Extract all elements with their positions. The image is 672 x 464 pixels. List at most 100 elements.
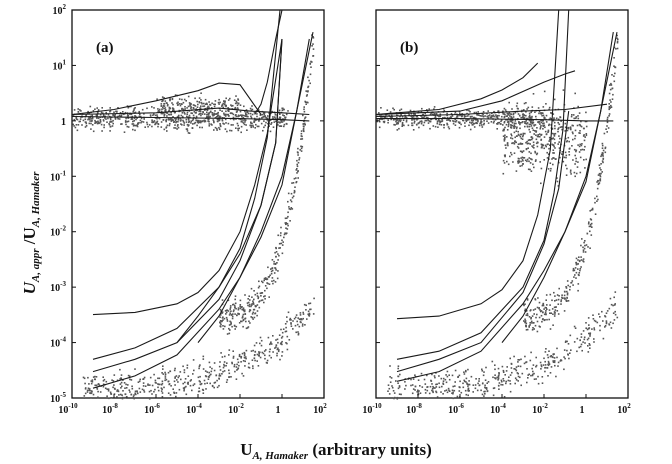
scatter-point: [605, 312, 608, 314]
scatter-point: [131, 115, 134, 118]
scatter-point: [219, 101, 221, 104]
scatter-point: [103, 378, 106, 381]
scatter-point: [517, 365, 520, 367]
scatter-point: [234, 302, 237, 305]
scatter-point: [478, 380, 480, 382]
scatter-point: [579, 156, 582, 159]
scatter-point: [242, 309, 245, 311]
scatter-point: [596, 181, 598, 183]
scatter-point: [550, 355, 552, 357]
scatter-point: [136, 124, 138, 126]
scatter-point: [527, 142, 530, 145]
scatter-point: [175, 120, 178, 123]
scatter-point: [292, 328, 294, 330]
scatter-point: [165, 118, 168, 121]
scatter-point: [268, 283, 271, 285]
scatter-point: [539, 309, 541, 311]
scatter-point: [174, 94, 177, 96]
scatter-point: [525, 102, 527, 104]
scatter-point: [238, 127, 240, 130]
scatter-point: [578, 145, 581, 148]
scatter-point: [305, 309, 307, 311]
scatter-point: [211, 102, 213, 105]
scatter-point: [194, 112, 197, 114]
scatter-point: [504, 154, 506, 156]
panel-a: 10-10 10-8 10-6 10-4 10-2 1 10210-510-410-310-…: [50, 3, 327, 416]
scatter-point: [154, 388, 156, 391]
scatter-point: [552, 324, 554, 326]
scatter-point: [469, 116, 472, 118]
scatter-point: [168, 107, 171, 109]
scatter-point: [613, 75, 615, 77]
scatter-point: [233, 309, 235, 311]
scatter-point: [546, 157, 549, 159]
scatter-point: [193, 369, 195, 372]
scatter-point: [485, 388, 488, 390]
scatter-point: [268, 125, 270, 127]
scatter-point: [237, 361, 240, 364]
scatter-point: [224, 103, 226, 106]
scatter-point: [112, 119, 114, 122]
scatter-point: [420, 372, 423, 375]
scatter-point: [122, 379, 124, 381]
scatter-point: [473, 111, 476, 114]
scatter-point: [536, 145, 539, 148]
scatter-point: [156, 114, 158, 116]
scatter-point: [414, 389, 416, 391]
scatter-point: [535, 115, 537, 118]
scatter-point: [252, 318, 254, 320]
scatter-point: [146, 121, 148, 124]
scatter-point: [192, 123, 194, 125]
scatter-point: [442, 377, 445, 380]
scatter-point: [400, 119, 402, 121]
scatter-point: [477, 114, 479, 116]
scatter-point: [250, 287, 253, 290]
scatter-point: [270, 341, 272, 343]
scatter-point: [533, 133, 535, 135]
scatter-point: [593, 328, 596, 331]
scatter-point: [237, 108, 239, 111]
scatter-point: [160, 126, 163, 128]
scatter-point: [608, 92, 611, 95]
scatter-point: [520, 143, 523, 145]
scatter-point: [574, 154, 576, 157]
scatter-point: [73, 125, 75, 127]
scatter-point: [587, 223, 590, 225]
series-line: [376, 118, 614, 122]
scatter-point: [156, 117, 158, 120]
scatter-point: [432, 125, 435, 127]
scatter-point: [119, 112, 122, 114]
scatter-point: [240, 361, 242, 363]
scatter-point: [122, 390, 124, 392]
scatter-point: [174, 377, 176, 379]
scatter-point: [277, 341, 279, 344]
scatter-point: [514, 111, 517, 114]
scatter-point: [224, 325, 226, 328]
scatter-point: [589, 247, 591, 249]
scatter-point: [526, 123, 528, 125]
scatter-point: [501, 384, 504, 386]
scatter-point: [577, 283, 580, 285]
scatter-point: [160, 112, 163, 115]
scatter-point: [443, 124, 445, 126]
scatter-point: [484, 393, 486, 395]
scatter-point: [396, 118, 398, 121]
scatter-point: [538, 133, 541, 135]
scatter-point: [177, 104, 179, 106]
scatter-point: [163, 386, 165, 389]
scatter-point: [237, 308, 240, 311]
scatter-point: [303, 130, 305, 133]
scatter-point: [387, 121, 389, 124]
scatter-point: [303, 110, 306, 113]
scatter-point: [452, 120, 454, 122]
scatter-point: [481, 393, 484, 396]
scatter-point: [598, 172, 601, 175]
scatter-point: [555, 306, 557, 308]
scatter-point: [540, 113, 542, 115]
scatter-point: [445, 381, 448, 384]
scatter-point: [548, 309, 551, 311]
scatter-point: [548, 147, 550, 150]
scatter-point: [507, 163, 510, 166]
scatter-point: [586, 338, 589, 341]
scatter-point: [208, 376, 210, 378]
